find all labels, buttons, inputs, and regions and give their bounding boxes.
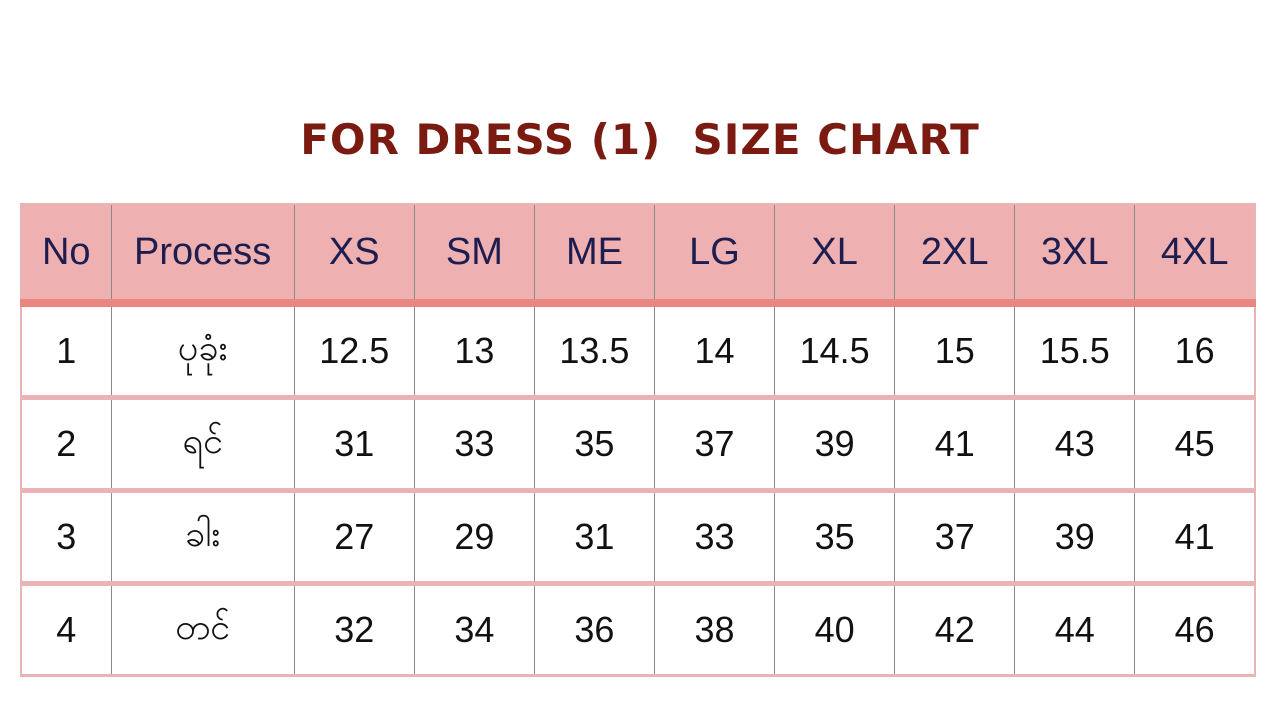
cell-me: 31 <box>533 490 655 586</box>
table-header-row: No Process XS SM ME LG XL 2XL 3XL 4XL <box>21 204 1255 307</box>
cell-2xl: 37 <box>894 490 1015 586</box>
cell-xl: 35 <box>774 490 895 586</box>
cell-3xl: 44 <box>1014 583 1135 677</box>
cell-4xl: 16 <box>1134 303 1255 400</box>
cell-2xl: 15 <box>894 303 1015 400</box>
cell-lg: 38 <box>653 583 775 677</box>
chart-title: FOR DRESS (1) SIZE CHART <box>300 115 980 164</box>
table-row: 2 ရင် 31 33 35 37 39 41 43 45 <box>21 397 1255 493</box>
cell-2xl: 42 <box>894 583 1015 677</box>
cell-2xl: 41 <box>894 397 1015 493</box>
cell-xl: 39 <box>774 397 895 493</box>
header-xs: XS <box>293 204 415 307</box>
header-process: Process <box>110 204 295 307</box>
cell-3xl: 39 <box>1014 490 1135 586</box>
cell-sm: 29 <box>413 490 535 586</box>
cell-3xl: 43 <box>1014 397 1135 493</box>
header-3xl: 3XL <box>1014 204 1135 307</box>
cell-no: 3 <box>21 490 112 586</box>
cell-me: 13.5 <box>533 303 655 400</box>
header-lg: LG <box>653 204 775 307</box>
header-4xl: 4XL <box>1134 204 1255 307</box>
cell-no: 4 <box>21 583 112 677</box>
cell-xs: 27 <box>293 490 415 586</box>
cell-process: တင် <box>110 583 295 677</box>
cell-process: ခါး <box>110 490 295 586</box>
header-no: No <box>21 204 112 307</box>
cell-xl: 40 <box>774 583 895 677</box>
cell-me: 35 <box>533 397 655 493</box>
table-row: 1 ပုခုံး 12.5 13 13.5 14 14.5 15 15.5 16 <box>21 303 1255 400</box>
cell-no: 2 <box>21 397 112 493</box>
cell-lg: 37 <box>653 397 775 493</box>
header-xl: XL <box>774 204 895 307</box>
cell-3xl: 15.5 <box>1014 303 1135 400</box>
cell-lg: 14 <box>653 303 775 400</box>
header-me: ME <box>533 204 655 307</box>
header-sm: SM <box>413 204 535 307</box>
cell-sm: 13 <box>413 303 535 400</box>
table-row: 3 ခါး 27 29 31 33 35 37 39 41 <box>21 490 1255 586</box>
header-2xl: 2XL <box>894 204 1015 307</box>
cell-no: 1 <box>21 303 112 400</box>
table-row: 4 တင် 32 34 36 38 40 42 44 46 <box>21 583 1255 677</box>
cell-me: 36 <box>533 583 655 677</box>
cell-xs: 31 <box>293 397 415 493</box>
size-chart-table: No Process XS SM ME LG XL 2XL 3XL 4XL 1 … <box>20 203 1256 677</box>
cell-sm: 34 <box>413 583 535 677</box>
cell-xs: 32 <box>293 583 415 677</box>
cell-4xl: 45 <box>1134 397 1255 493</box>
cell-xs: 12.5 <box>293 303 415 400</box>
cell-4xl: 41 <box>1134 490 1255 586</box>
cell-xl: 14.5 <box>774 303 895 400</box>
cell-lg: 33 <box>653 490 775 586</box>
cell-process: ရင် <box>110 397 295 493</box>
cell-sm: 33 <box>413 397 535 493</box>
cell-4xl: 46 <box>1134 583 1255 677</box>
cell-process: ပုခုံး <box>110 303 295 400</box>
